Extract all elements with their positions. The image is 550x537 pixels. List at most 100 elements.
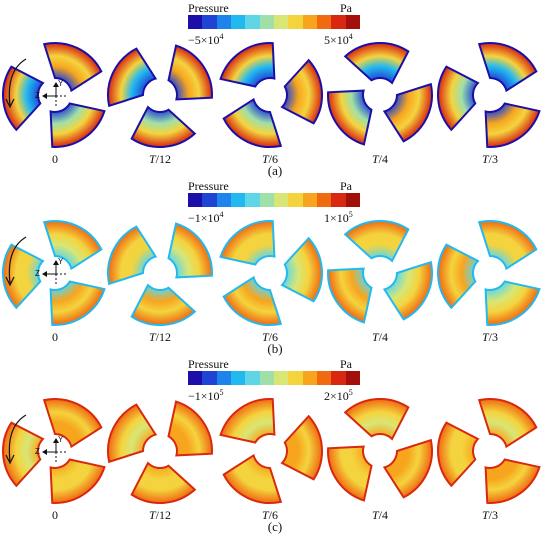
colorbar-swatch bbox=[288, 371, 303, 385]
rotor-contour bbox=[435, 218, 545, 328]
rotor-blade bbox=[167, 44, 213, 101]
axis-y-label: Y bbox=[58, 257, 64, 266]
rotor-blade bbox=[2, 65, 45, 132]
colorbar-swatch bbox=[288, 15, 303, 29]
rotor-blade bbox=[484, 458, 541, 504]
rotor-blade bbox=[167, 400, 213, 457]
colorbar-swatch bbox=[331, 15, 346, 29]
rotor-blade bbox=[343, 220, 410, 263]
rotor-blade bbox=[130, 461, 197, 504]
rotor-blade bbox=[49, 280, 106, 326]
legend-min: −5×104 bbox=[188, 32, 224, 47]
rotation-arrow-icon bbox=[5, 414, 27, 465]
colorbar-swatch bbox=[216, 193, 231, 207]
colorbar bbox=[188, 193, 360, 207]
colorbar-swatch bbox=[188, 371, 203, 385]
rotor-blade bbox=[437, 421, 480, 488]
rotor-blade bbox=[280, 58, 323, 125]
colorbar-swatch bbox=[245, 15, 260, 29]
colorbar-swatch bbox=[259, 371, 274, 385]
colorbar-swatch bbox=[259, 193, 274, 207]
rotor-contour bbox=[325, 218, 435, 328]
legend-max: 2×105 bbox=[324, 388, 353, 403]
rotation-arrow-icon bbox=[5, 58, 27, 109]
rotor-blade bbox=[2, 421, 45, 488]
rotor-blade bbox=[437, 243, 480, 310]
rotor-blade bbox=[130, 105, 197, 148]
legend-min: −1×104 bbox=[188, 210, 224, 225]
colorbar-legend: Pressure Pa −5×104 5×104 bbox=[0, 0, 550, 46]
rotor-blade bbox=[280, 236, 323, 303]
colorbar-swatch bbox=[345, 15, 360, 29]
legend-title: Pressure bbox=[188, 179, 229, 193]
colorbar-swatch bbox=[216, 15, 231, 29]
axis-z-label: Z bbox=[35, 269, 40, 278]
rotor-blade bbox=[484, 102, 541, 148]
colorbar-swatch bbox=[302, 193, 317, 207]
time-label: T/12 bbox=[148, 508, 172, 522]
time-label: T/4 bbox=[371, 330, 389, 344]
colorbar-swatch bbox=[316, 15, 332, 29]
colorbar bbox=[188, 15, 360, 29]
colorbar-swatch bbox=[202, 193, 217, 207]
colorbar-swatch bbox=[331, 371, 346, 385]
colorbar-swatch bbox=[345, 371, 360, 385]
time-label: 0 bbox=[52, 330, 58, 344]
rotor-contour bbox=[215, 218, 325, 328]
rotor-contour bbox=[325, 40, 435, 150]
panel-a: Pressure Pa −5×104 5×104 0 T/12 T/6 T/4 T/3 Y… bbox=[0, 0, 550, 180]
rotor-blade bbox=[382, 260, 433, 321]
colorbar-swatch bbox=[316, 193, 332, 207]
colorbar-swatch bbox=[245, 193, 260, 207]
colorbar-swatch bbox=[273, 371, 289, 385]
colorbar-swatch bbox=[188, 15, 203, 29]
colorbar-swatch bbox=[188, 193, 203, 207]
axis-y-label: Y bbox=[58, 435, 64, 444]
colorbar-swatch bbox=[316, 371, 332, 385]
rotor-contour bbox=[215, 40, 325, 150]
colorbar-swatch bbox=[230, 193, 246, 207]
legend-unit: Pa bbox=[340, 179, 352, 193]
rotor-blade bbox=[437, 65, 480, 132]
rotor-blade bbox=[222, 275, 283, 326]
rotor-blade bbox=[280, 414, 323, 481]
colorbar-swatch bbox=[202, 371, 217, 385]
rotor-contour bbox=[105, 396, 215, 506]
colorbar-swatch bbox=[273, 15, 289, 29]
time-label: T/3 bbox=[481, 508, 499, 522]
rotor-blade bbox=[222, 453, 283, 504]
time-label: T/3 bbox=[481, 152, 499, 166]
rotor-blade bbox=[477, 42, 538, 93]
rotor-blade bbox=[382, 82, 433, 143]
colorbar-swatch bbox=[288, 193, 303, 207]
legend-max: 5×104 bbox=[324, 32, 353, 47]
legend-title: Pressure bbox=[188, 1, 229, 15]
time-label: 0 bbox=[52, 508, 58, 522]
time-label: T/6 bbox=[261, 330, 279, 344]
rotor-blade bbox=[477, 220, 538, 271]
colorbar-swatch bbox=[302, 15, 317, 29]
colorbar-swatch bbox=[273, 193, 289, 207]
rotor-contour bbox=[325, 396, 435, 506]
colorbar-swatch bbox=[230, 371, 246, 385]
time-label: 0 bbox=[52, 152, 58, 166]
axis-z-label: Z bbox=[35, 447, 40, 456]
time-label: T/6 bbox=[261, 152, 279, 166]
rotor-blade bbox=[42, 220, 103, 271]
rotor-blade bbox=[222, 97, 283, 148]
panel-caption: (a) bbox=[267, 163, 283, 178]
panel-caption: (b) bbox=[267, 341, 283, 356]
rotor-blade bbox=[343, 398, 410, 441]
rotor-blade bbox=[107, 225, 158, 286]
time-label: T/4 bbox=[371, 152, 389, 166]
colorbar-swatch bbox=[259, 15, 274, 29]
rotor-blade bbox=[219, 42, 276, 88]
colorbar-legend: Pressure Pa −1×104 1×105 bbox=[0, 178, 550, 224]
rotor-blade bbox=[343, 42, 410, 85]
rotor-blade bbox=[49, 102, 106, 148]
rotor-blade bbox=[382, 438, 433, 499]
rotor-contour bbox=[0, 218, 110, 328]
rotation-arrow-icon bbox=[5, 236, 27, 287]
rotor-contour bbox=[105, 218, 215, 328]
rotor-blade bbox=[327, 89, 373, 146]
